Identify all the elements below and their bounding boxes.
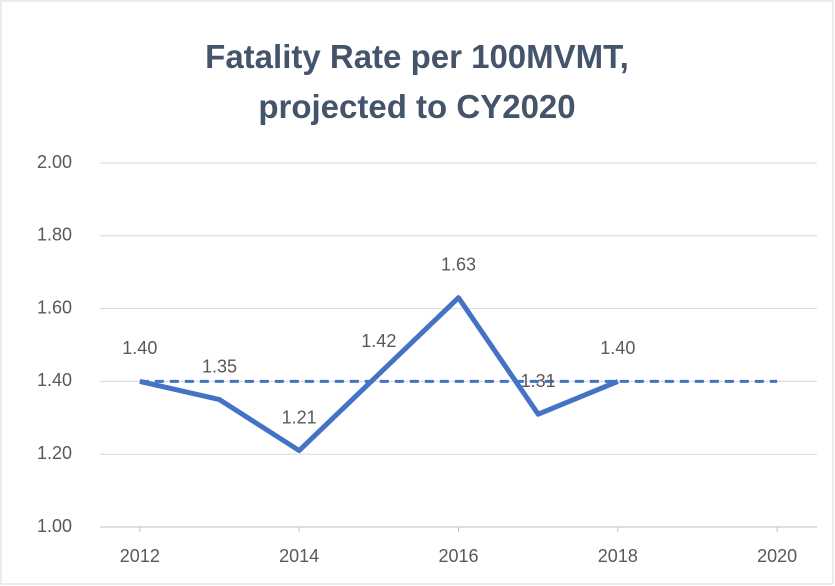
y-tick-label: 1.20 <box>37 443 72 463</box>
x-tick-label: 2018 <box>598 546 638 566</box>
data-label: 1.42 <box>361 331 396 351</box>
data-label: 1.31 <box>521 371 556 391</box>
x-tick-label: 2016 <box>438 546 478 566</box>
x-tick-label: 2020 <box>757 546 797 566</box>
data-label: 1.35 <box>202 356 237 376</box>
line <box>139 295 619 454</box>
x-tick-label: 2012 <box>120 546 160 566</box>
data-label: 1.40 <box>600 338 635 358</box>
data-label: 1.21 <box>282 407 317 427</box>
chart-title: Fatality Rate per 100MVMT, projected to … <box>205 38 629 125</box>
y-tick-label: 1.40 <box>37 370 72 390</box>
x-tick-label: 2014 <box>279 546 319 566</box>
data-label: 1.40 <box>122 338 157 358</box>
y-tick-label: 1.00 <box>37 516 72 536</box>
y-tick-label: 1.80 <box>37 225 72 245</box>
data-label: 1.63 <box>441 254 476 274</box>
y-tick-label: 2.00 <box>37 152 72 172</box>
y-tick-label: 1.60 <box>37 297 72 317</box>
